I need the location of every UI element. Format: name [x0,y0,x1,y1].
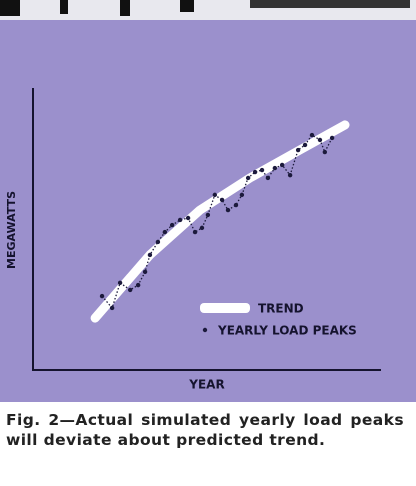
y-axis-label: MEGAWATTS [5,191,18,269]
top-decor [0,0,20,16]
peak-dot [212,192,218,198]
legend-swatch [202,327,208,333]
peak-dot [295,147,301,153]
peak-dot [192,229,198,235]
peak-dot [99,293,105,299]
peak-dot [117,280,123,286]
peak-dot [169,222,175,228]
legend-label: YEARLY LOAD PEAKS [217,324,357,338]
peak-dot [302,142,308,148]
peak-dot [329,135,335,141]
peak-dot [219,197,225,203]
top-decor [120,0,130,16]
peak-dot [155,239,161,245]
trend-line [90,120,350,323]
peak-dot [259,167,265,173]
top-decor [250,0,410,8]
top-decor [180,0,194,12]
top-decor [60,0,68,14]
peak-dot [177,217,183,223]
peak-dot [272,165,278,171]
peak-dot [199,225,205,231]
legend-swatch [200,303,250,313]
peak-dot [162,229,168,235]
peak-dot [127,287,133,293]
peak-dot [322,149,328,155]
legend-label: TREND [258,302,304,316]
peak-dot [245,175,251,181]
x-axis-label: YEAR [188,378,224,392]
peak-dot [233,202,239,208]
peak-dot [135,282,141,288]
peak-dot [109,305,115,311]
peak-dot [147,252,153,258]
peak-dot [252,169,258,175]
chart: YEAR MEGAWATTS TREND YEARLY LOAD PEAKS [0,0,416,402]
caption: Fig. 2—Actual simulated yearly load peak… [6,411,404,449]
peaks-line [101,134,333,310]
peak-dot [317,137,323,143]
peak-dot [279,162,285,168]
peak-dot [239,192,245,198]
peak-dot [225,207,231,213]
peak-dot [205,212,211,218]
peak-dot [309,132,315,138]
peak-dot [265,175,271,181]
peak-dot [287,172,293,178]
peak-dot [142,269,148,275]
plot-background [0,20,416,402]
peak-dot [185,215,191,221]
